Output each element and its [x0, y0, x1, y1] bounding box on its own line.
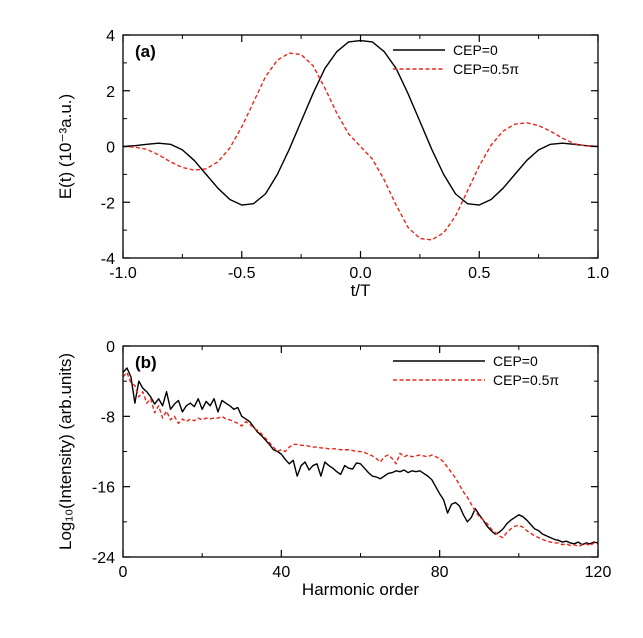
y-tick-label: -4: [101, 251, 115, 268]
y-tick-label: 0: [106, 339, 115, 356]
series-line-1-1: [123, 371, 598, 548]
x-axis-label: Harmonic order: [302, 580, 419, 599]
x-tick-label: 0.0: [349, 265, 371, 282]
chart-panel-1: 0 40 80 120 0 -8 -16 -24 Harmonic order Log₁₀(Int…: [56, 339, 611, 599]
series-line-1-0: [123, 367, 598, 546]
legend-label-0: CEP=0: [493, 353, 538, 369]
y-tick-label: 0: [106, 140, 115, 157]
chart-panel-0: -1.0 -0.5 0.0 0.5 1.0 -4 -2 0 2 4 t/T E(t) (10⁻³a.u…: [56, 28, 609, 300]
y-tick-label: -16: [92, 480, 115, 497]
y-tick-label: -8: [101, 409, 115, 426]
legend-label-1: CEP=0.5π: [493, 372, 559, 388]
panel-label: (a): [135, 42, 156, 61]
x-tick-label: 120: [585, 564, 612, 581]
x-tick-label: -1.0: [109, 265, 137, 282]
y-tick-label: 2: [106, 84, 115, 101]
plot-frame-0: [122, 34, 599, 259]
x-tick-label: 40: [272, 564, 290, 581]
x-tick-label: 0.5: [468, 265, 490, 282]
x-axis-label: t/T: [351, 281, 371, 300]
x-tick-label: -0.5: [228, 265, 256, 282]
y-tick-label: -24: [92, 550, 115, 567]
y-tick-label: 4: [106, 28, 115, 45]
series-line-0-1: [123, 52, 598, 241]
legend-label-1: CEP=0.5π: [453, 61, 519, 77]
x-tick-label: 1.0: [587, 265, 609, 282]
y-tick-label: -2: [101, 195, 115, 212]
panel-label: (b): [135, 353, 157, 372]
x-tick-label: 0: [119, 564, 128, 581]
x-tick-label: 80: [431, 564, 449, 581]
y-axis-label: Log₁₀(Intensity) (arb.units): [56, 353, 75, 550]
y-axis-label: E(t) (10⁻³a.u.): [56, 94, 75, 199]
legend-label-0: CEP=0: [453, 42, 498, 58]
